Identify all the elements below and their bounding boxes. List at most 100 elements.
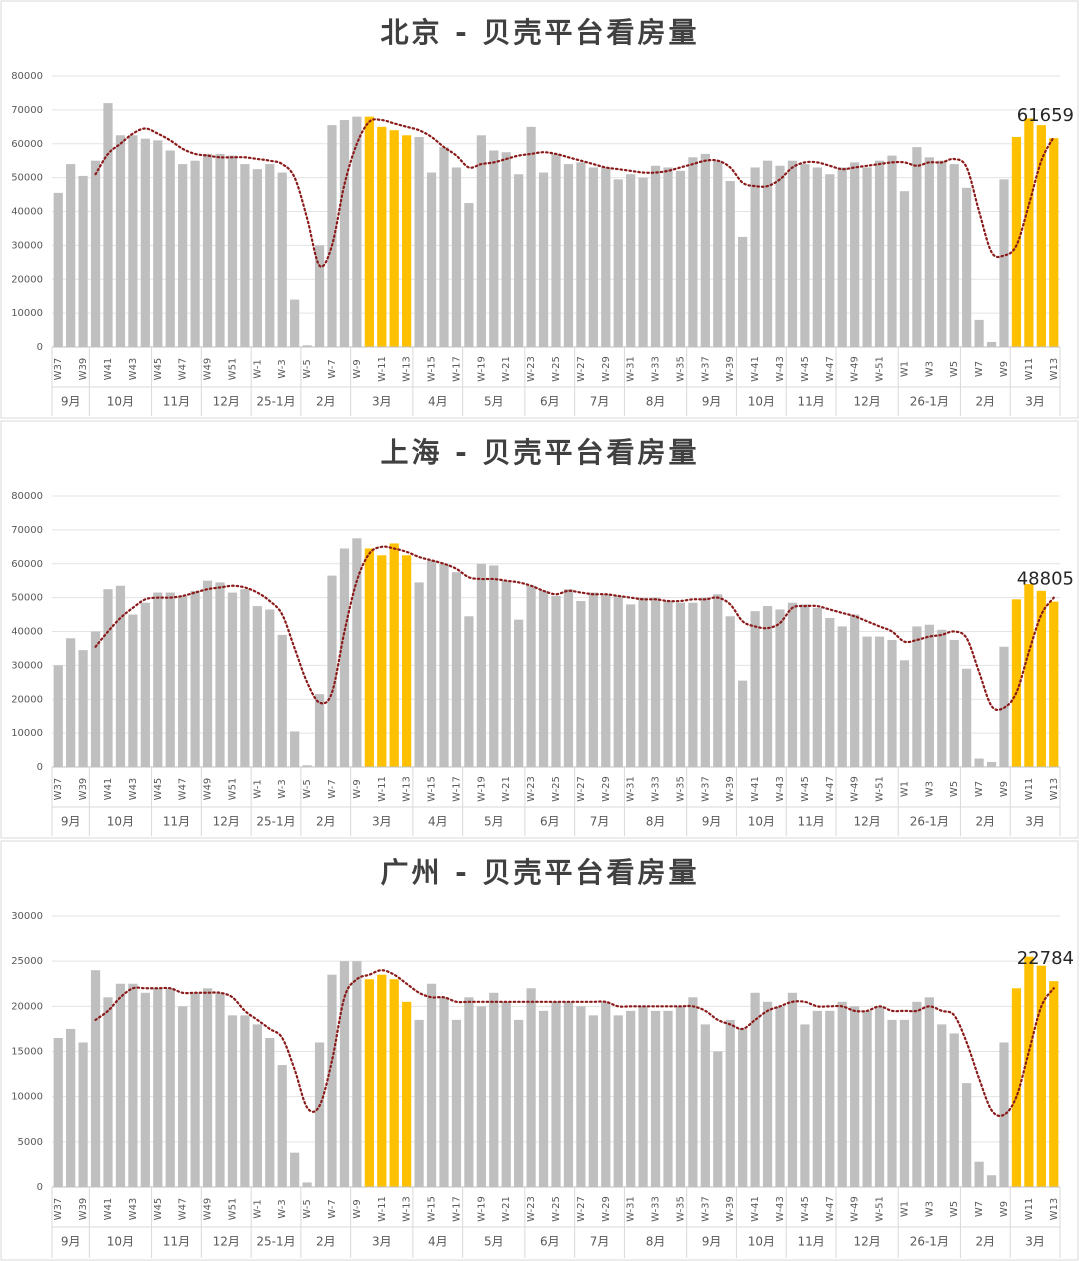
month-label: 8月 xyxy=(646,1235,666,1249)
bar xyxy=(153,140,163,347)
x-tick-label: W-3 xyxy=(277,359,288,378)
bar xyxy=(738,1028,748,1187)
month-label: 10月 xyxy=(748,1235,775,1249)
bar xyxy=(476,135,486,347)
y-tick-label: 20000 xyxy=(11,274,43,285)
bar xyxy=(327,974,337,1187)
bar xyxy=(90,631,101,767)
month-label: 5月 xyxy=(484,395,504,409)
bar xyxy=(202,153,213,347)
bar xyxy=(265,609,275,767)
x-tick-label: W-43 xyxy=(775,776,786,802)
month-label: 5月 xyxy=(484,815,504,829)
y-tick-label: 70000 xyxy=(11,525,43,536)
month-label: 6月 xyxy=(540,395,560,409)
y-tick-label: 0 xyxy=(37,1182,43,1193)
x-tick-label: W-41 xyxy=(750,776,761,802)
bar xyxy=(190,160,200,347)
month-label: 6月 xyxy=(540,815,560,829)
bar xyxy=(576,162,586,347)
x-tick-label: W-23 xyxy=(526,776,537,802)
bar xyxy=(501,580,511,767)
bar xyxy=(588,1015,598,1187)
x-tick-label: W-19 xyxy=(476,356,487,382)
x-tick-label: W9 xyxy=(999,781,1010,797)
x-tick-label: W-51 xyxy=(875,356,886,382)
bar xyxy=(675,170,686,347)
x-tick-label: W-47 xyxy=(825,776,836,802)
bar xyxy=(750,611,760,767)
x-tick-label: W-9 xyxy=(352,779,363,798)
y-tick-label: 30000 xyxy=(11,660,43,671)
bar xyxy=(426,560,437,767)
x-tick-label: W-7 xyxy=(327,359,338,378)
bar xyxy=(1049,138,1059,347)
bar xyxy=(862,167,872,347)
x-tick-label: W-51 xyxy=(875,1196,886,1222)
bar xyxy=(1024,118,1034,347)
bar xyxy=(389,979,399,1187)
month-label: 3月 xyxy=(1025,815,1045,829)
bar xyxy=(240,164,250,347)
bar xyxy=(215,153,225,347)
x-tick-label: W-21 xyxy=(501,776,512,802)
x-tick-label: W-17 xyxy=(451,776,462,802)
bar xyxy=(501,1001,511,1187)
month-label: 4月 xyxy=(428,395,448,409)
x-tick-label: W-33 xyxy=(651,356,662,382)
x-tick-label: W11 xyxy=(1024,358,1035,381)
bar xyxy=(812,607,822,767)
bar xyxy=(738,680,748,767)
month-label: 6月 xyxy=(540,1235,560,1249)
x-tick-label: W-27 xyxy=(576,356,587,382)
y-tick-label: 50000 xyxy=(11,593,43,604)
bar xyxy=(650,1010,661,1187)
bar xyxy=(937,1024,947,1187)
bar xyxy=(115,135,126,347)
x-tick-label: W41 xyxy=(103,1198,114,1221)
bar xyxy=(215,992,225,1187)
x-tick-label: W39 xyxy=(78,1198,89,1221)
bar xyxy=(227,155,238,347)
bar xyxy=(339,548,350,767)
bar xyxy=(451,167,462,347)
bar xyxy=(103,997,113,1187)
bar xyxy=(962,1083,972,1187)
x-tick-label: W-35 xyxy=(675,356,686,382)
x-tick-label: W41 xyxy=(103,778,114,801)
y-tick-label: 60000 xyxy=(11,559,43,570)
x-tick-label: W1 xyxy=(899,781,910,797)
bar xyxy=(974,758,984,767)
bar xyxy=(115,585,126,767)
month-label: 10月 xyxy=(748,815,775,829)
x-tick-label: W5 xyxy=(949,361,960,377)
bar xyxy=(887,639,897,767)
bar xyxy=(1036,125,1046,348)
x-tick-label: W-33 xyxy=(651,776,662,802)
bar xyxy=(626,174,636,347)
bar xyxy=(1024,956,1034,1187)
bar xyxy=(90,970,101,1187)
bar xyxy=(713,1051,723,1187)
x-tick-label: W-29 xyxy=(601,776,612,802)
x-tick-label: W-5 xyxy=(302,779,313,798)
trend-line xyxy=(94,545,1055,712)
bar xyxy=(53,665,63,767)
month-label: 26-1月 xyxy=(910,815,949,829)
x-tick-label: W-49 xyxy=(850,776,861,802)
x-tick-label: W-13 xyxy=(402,776,413,802)
bar xyxy=(290,731,300,767)
x-tick-label: W-11 xyxy=(377,356,388,382)
x-tick-label: W51 xyxy=(227,1198,238,1221)
bar xyxy=(426,172,437,347)
bar xyxy=(402,1001,412,1187)
x-tick-label: W-31 xyxy=(626,776,637,802)
x-tick-label: W-37 xyxy=(700,1196,711,1222)
y-tick-label: 30000 xyxy=(11,240,43,251)
bar xyxy=(377,555,387,767)
bar xyxy=(464,203,474,347)
month-label: 8月 xyxy=(646,815,666,829)
bar xyxy=(190,590,200,767)
x-tick-label: W-11 xyxy=(377,776,388,802)
bar xyxy=(414,136,424,347)
